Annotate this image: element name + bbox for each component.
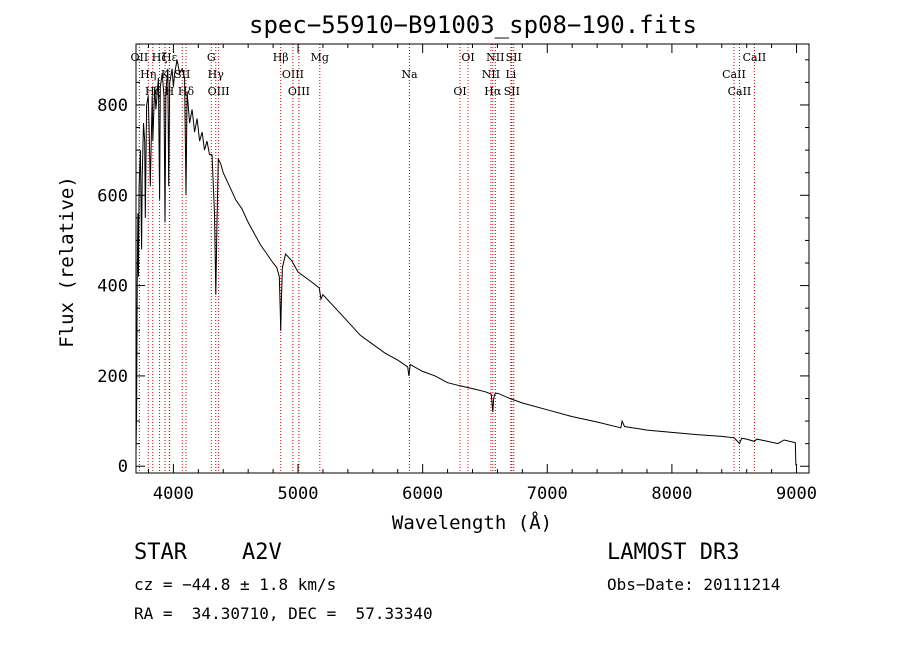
y-tick-label: 800 bbox=[97, 96, 128, 116]
line-label: Hε bbox=[162, 51, 178, 64]
line-label: Hζ bbox=[152, 51, 168, 64]
line-label: Hγ bbox=[208, 68, 225, 81]
x-tick-label: 6000 bbox=[402, 484, 443, 504]
x-axis-label: Wavelength (Å) bbox=[392, 511, 552, 534]
spectral-line-labels: OIIHηHζHζKHHεSIIHδGHγOIIIHβOIIIOIIIMgNaO… bbox=[131, 51, 767, 98]
y-tick-label: 400 bbox=[97, 277, 128, 297]
plot-frame bbox=[135, 43, 810, 474]
y-axis: 0 200 400 600 800 bbox=[97, 59, 809, 477]
line-label: Li bbox=[505, 68, 516, 81]
line-label: OIII bbox=[288, 85, 310, 98]
line-label: Hα bbox=[484, 85, 502, 98]
y-tick-label: 600 bbox=[97, 186, 128, 206]
line-label: SII bbox=[174, 68, 190, 81]
line-label: K bbox=[161, 68, 170, 81]
x-tick-label: 4000 bbox=[153, 484, 194, 504]
line-label: CaII bbox=[743, 51, 767, 64]
line-label: OIII bbox=[208, 85, 230, 98]
line-label: OI bbox=[453, 85, 466, 98]
line-label: NII bbox=[482, 68, 500, 81]
x-tick-label: 5000 bbox=[278, 484, 319, 504]
redshift-cz: cz = −44.8 ± 1.8 km/s bbox=[134, 575, 337, 594]
object-class: STAR bbox=[134, 540, 187, 565]
spectral-line-markers bbox=[138, 44, 755, 473]
line-label: Hβ bbox=[273, 51, 289, 64]
y-tick-label: 0 bbox=[118, 457, 128, 477]
chart-title: spec−55910−B91003_sp08−190.fits bbox=[249, 11, 697, 39]
line-label: G bbox=[207, 51, 216, 64]
line-label: CaII bbox=[722, 68, 746, 81]
x-tick-label: 8000 bbox=[651, 484, 692, 504]
survey-name: LAMOST DR3 bbox=[607, 540, 740, 565]
line-label: OIII bbox=[282, 68, 304, 81]
line-label: SII bbox=[504, 85, 520, 98]
line-label: Na bbox=[401, 68, 418, 81]
line-label: OI bbox=[461, 51, 474, 64]
observation-date: Obs−Date: 20111214 bbox=[607, 575, 781, 594]
line-label: SII bbox=[506, 51, 522, 64]
line-label: Mg bbox=[311, 51, 329, 64]
line-label: NII bbox=[486, 51, 504, 64]
object-subclass: A2V bbox=[242, 540, 282, 565]
y-axis-label: Flux (relative) bbox=[56, 176, 78, 348]
x-axis: 4000 5000 6000 7000 8000 9000 bbox=[147, 44, 817, 504]
y-tick-label: 200 bbox=[97, 367, 128, 387]
line-label: Hη bbox=[140, 68, 156, 81]
spectrum-line bbox=[135, 59, 797, 466]
x-tick-label: 7000 bbox=[527, 484, 568, 504]
line-label: Hδ bbox=[178, 85, 195, 98]
sky-coordinates: RA = 34.30710, DEC = 57.33340 bbox=[134, 604, 433, 623]
line-label: OII bbox=[131, 51, 149, 64]
x-tick-label: 9000 bbox=[776, 484, 817, 504]
line-label: CaII bbox=[728, 85, 752, 98]
